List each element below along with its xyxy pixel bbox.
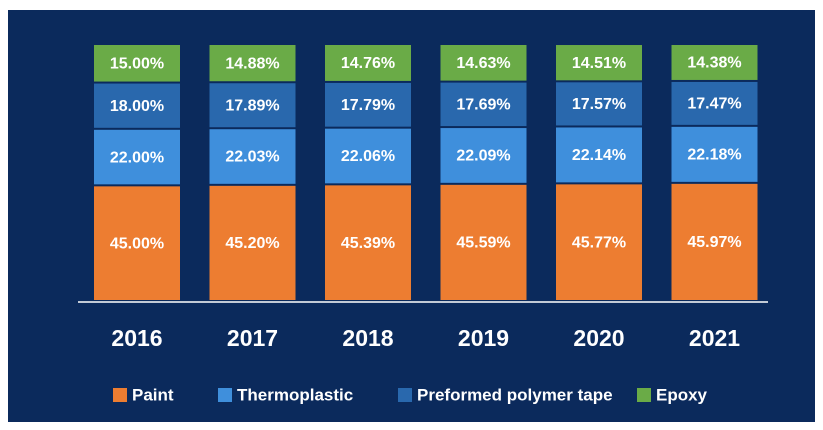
- data-label: 45.59%: [456, 235, 510, 252]
- legend-label: Epoxy: [656, 385, 708, 404]
- bar-segment: [440, 45, 527, 81]
- bar-segment: [94, 83, 180, 128]
- legend-label: Thermoplastic: [237, 385, 353, 404]
- bar-segment: [209, 185, 296, 300]
- bar-segment: [671, 183, 758, 300]
- bar-segment: [556, 127, 642, 183]
- bar-segment: [325, 185, 411, 300]
- bar-segment: [556, 45, 642, 81]
- data-label: 22.18%: [687, 147, 741, 164]
- data-label: 22.14%: [572, 147, 626, 164]
- data-label: 14.38%: [687, 55, 741, 72]
- bar-segment: [440, 184, 527, 300]
- data-label: 22.09%: [456, 148, 510, 165]
- data-label: 18.00%: [110, 98, 164, 115]
- data-label: 14.51%: [572, 55, 626, 72]
- bar-segment: [556, 184, 642, 300]
- data-label: 14.63%: [456, 55, 510, 72]
- data-label: 17.79%: [341, 97, 395, 114]
- bar-segment: [556, 82, 642, 126]
- bar-segment: [440, 82, 527, 127]
- bar-segment: [325, 45, 411, 81]
- legend-label: Preformed polymer tape: [417, 385, 613, 404]
- x-tick-label: 2019: [458, 325, 509, 351]
- bar-segment: [440, 128, 527, 183]
- data-label: 17.69%: [456, 97, 510, 114]
- x-tick-label: 2020: [573, 325, 624, 351]
- data-label: 22.06%: [341, 148, 395, 165]
- data-label: 45.20%: [225, 235, 279, 252]
- legend-label: Paint: [132, 385, 174, 404]
- data-label: 14.76%: [341, 55, 395, 72]
- data-label: 17.89%: [225, 97, 279, 114]
- data-label: 45.77%: [572, 234, 626, 251]
- data-label: 17.47%: [687, 96, 741, 113]
- data-label: 14.88%: [225, 55, 279, 72]
- bar-segment: [209, 83, 296, 128]
- legend-swatch: [398, 388, 412, 402]
- bar-segment: [671, 45, 758, 80]
- bar-segment: [94, 129, 180, 185]
- bar-segment: [94, 186, 180, 300]
- bar-segment: [209, 45, 296, 82]
- data-label: 45.97%: [687, 234, 741, 251]
- bar-segment: [325, 128, 411, 184]
- x-tick-label: 2018: [342, 325, 393, 351]
- bar-segment: [671, 126, 758, 182]
- data-label: 17.57%: [572, 96, 626, 113]
- bar-segment: [209, 129, 296, 184]
- bar-segment: [94, 45, 180, 82]
- legend-swatch: [218, 388, 232, 402]
- data-label: 22.03%: [225, 149, 279, 166]
- bar-segment: [671, 81, 758, 125]
- legend-swatch: [637, 388, 651, 402]
- data-label: 45.39%: [341, 235, 395, 252]
- data-label: 45.00%: [110, 235, 164, 252]
- legend-swatch: [113, 388, 127, 402]
- x-tick-label: 2017: [227, 325, 278, 351]
- data-label: 15.00%: [110, 55, 164, 72]
- x-tick-label: 2021: [689, 325, 740, 351]
- x-tick-label: 2016: [111, 325, 162, 351]
- data-label: 22.00%: [110, 149, 164, 166]
- bar-segment: [325, 82, 411, 127]
